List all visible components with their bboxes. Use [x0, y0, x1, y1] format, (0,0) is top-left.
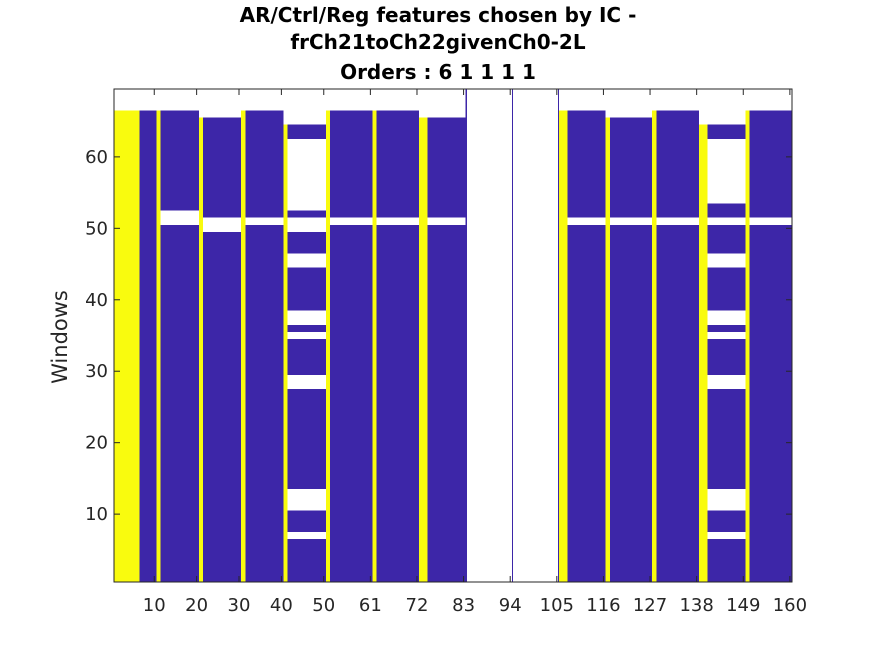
- heatmap-cell-ar-order-12-0: [372, 110, 377, 583]
- y-tick-label: 10: [85, 504, 108, 525]
- x-tick-label: 149: [726, 595, 760, 616]
- heatmap-cell-selected-3-1: [160, 110, 199, 211]
- heatmap-cell-selected-3-0: [160, 224, 199, 582]
- heatmap-cell-ar-order-23-0: [652, 110, 657, 583]
- heatmap-cell-selected-26-5: [707, 267, 746, 311]
- heatmap-cell-selected-26-4: [707, 324, 746, 332]
- plot-area: [114, 89, 793, 583]
- heatmap-cell-selected-22-0: [609, 224, 653, 582]
- heatmap-cell-selected-7-1: [245, 110, 284, 218]
- x-tick-label: 40: [270, 595, 293, 616]
- y-tick-label: 60: [85, 147, 108, 168]
- heatmap-cell-selected-9-3: [287, 339, 326, 375]
- heatmap-cell-ar-order-27-0: [745, 110, 750, 583]
- heatmap-cell-selected-16-0: [465, 89, 467, 582]
- y-tick-label: 40: [85, 290, 108, 311]
- heatmap-cell-selected-26-2: [707, 389, 746, 490]
- heatmap-cell-selected-9-7: [287, 210, 326, 218]
- heatmap-cell-selected-24-0: [656, 224, 699, 582]
- chart-title-line-2: frCh21toCh22givenCh0-2L: [290, 30, 585, 54]
- heatmap-cell-selected-15-1: [427, 117, 466, 218]
- x-tick-label: 20: [185, 595, 208, 616]
- heatmap-cell-selected-22-1: [609, 117, 653, 218]
- heatmap-cell-selected-28-1: [749, 110, 793, 218]
- y-tick-label: 30: [85, 361, 108, 382]
- heatmap-cell-selected-5-1: [202, 117, 242, 218]
- heatmap-cell-selected-13-1: [376, 110, 420, 218]
- heatmap-cell-selected-28-0: [749, 224, 793, 582]
- heatmap-cell-ar-order-0-0: [114, 110, 140, 583]
- heatmap-cell-selected-18-0: [558, 89, 559, 582]
- heatmap-cell-selected-20-1: [567, 110, 606, 218]
- x-tick-label: 127: [633, 595, 667, 616]
- x-tick-label: 83: [452, 595, 475, 616]
- heatmap-cell-selected-9-4: [287, 324, 326, 332]
- heatmap-cell-selected-11-0: [330, 224, 373, 582]
- heatmap-cell-selected-9-0: [287, 539, 326, 582]
- chart-title-line-1: AR/Ctrl/Reg features chosen by IC -: [240, 3, 637, 27]
- x-tick-label: 10: [143, 595, 166, 616]
- heatmap-cell-selected-26-0: [707, 539, 746, 582]
- y-axis-label: Windows: [48, 290, 72, 384]
- heatmap-cell-ar-order-2-0: [156, 110, 161, 583]
- heatmap-cell-selected-26-6: [707, 224, 746, 254]
- heatmap-cell-ar-order-21-0: [605, 117, 610, 582]
- heatmap-cell-ar-order-10-0: [325, 110, 331, 583]
- heatmap-cell-selected-1-0: [139, 110, 157, 583]
- x-tick-label: 94: [499, 595, 522, 616]
- x-tick-label: 30: [228, 595, 251, 616]
- chart-title-line-3: Orders : 6 1 1 1 1: [340, 60, 536, 84]
- y-tick-label: 20: [85, 433, 108, 454]
- heatmap-cell-selected-17-0: [511, 89, 513, 582]
- heatmap-cell-selected-9-1: [287, 510, 326, 532]
- heatmap-cell-selected-13-0: [376, 224, 420, 582]
- heatmap-cell-selected-9-5: [287, 267, 326, 311]
- heatmap-cell-ar-order-8-0: [283, 124, 288, 582]
- x-tick-label: 116: [586, 595, 620, 616]
- heatmap-cell-selected-24-1: [656, 110, 699, 218]
- heatmap-cell-selected-20-0: [567, 224, 606, 582]
- heatmap-cell-selected-9-8: [287, 124, 326, 140]
- heatmap-cell-selected-7-0: [245, 224, 284, 582]
- heatmap-cell-ar-order-6-0: [241, 110, 246, 583]
- heatmap-cell-ar-order-4-0: [198, 117, 203, 582]
- heatmap-cell-selected-26-7: [707, 203, 746, 218]
- x-tick-label: 72: [406, 595, 429, 616]
- chart-title: AR/Ctrl/Reg features chosen by IC - frCh…: [240, 3, 637, 84]
- axis-ticks: 10 20 30 40 50 61 72 83 94 105 116 127 138 149 160 10 20…: [85, 88, 807, 616]
- y-tick-label: 50: [85, 218, 108, 239]
- heatmap-cell-selected-9-2: [287, 389, 326, 490]
- heatmap-cell-selected-15-0: [427, 224, 466, 582]
- heatmap-cell-selected-26-1: [707, 510, 746, 532]
- heatmap-cell-ar-order-25-0: [698, 124, 708, 582]
- x-tick-label: 61: [359, 595, 382, 616]
- x-tick-label: 160: [773, 595, 807, 616]
- heatmap-cell-selected-5-0: [202, 231, 242, 582]
- x-tick-label: 50: [312, 595, 335, 616]
- heatmap-cell-selected-26-3: [707, 339, 746, 375]
- heatmap-cell-selected-11-1: [330, 110, 373, 218]
- axes-box: [113, 88, 793, 583]
- heatmap-cell-selected-9-6: [287, 231, 326, 254]
- x-tick-label: 105: [540, 595, 574, 616]
- heatmap-cell-ar-order-19-0: [558, 110, 568, 583]
- x-tick-label: 138: [679, 595, 713, 616]
- heatmap-cell-selected-26-8: [707, 124, 746, 140]
- heatmap-cell-ar-order-14-0: [419, 117, 428, 582]
